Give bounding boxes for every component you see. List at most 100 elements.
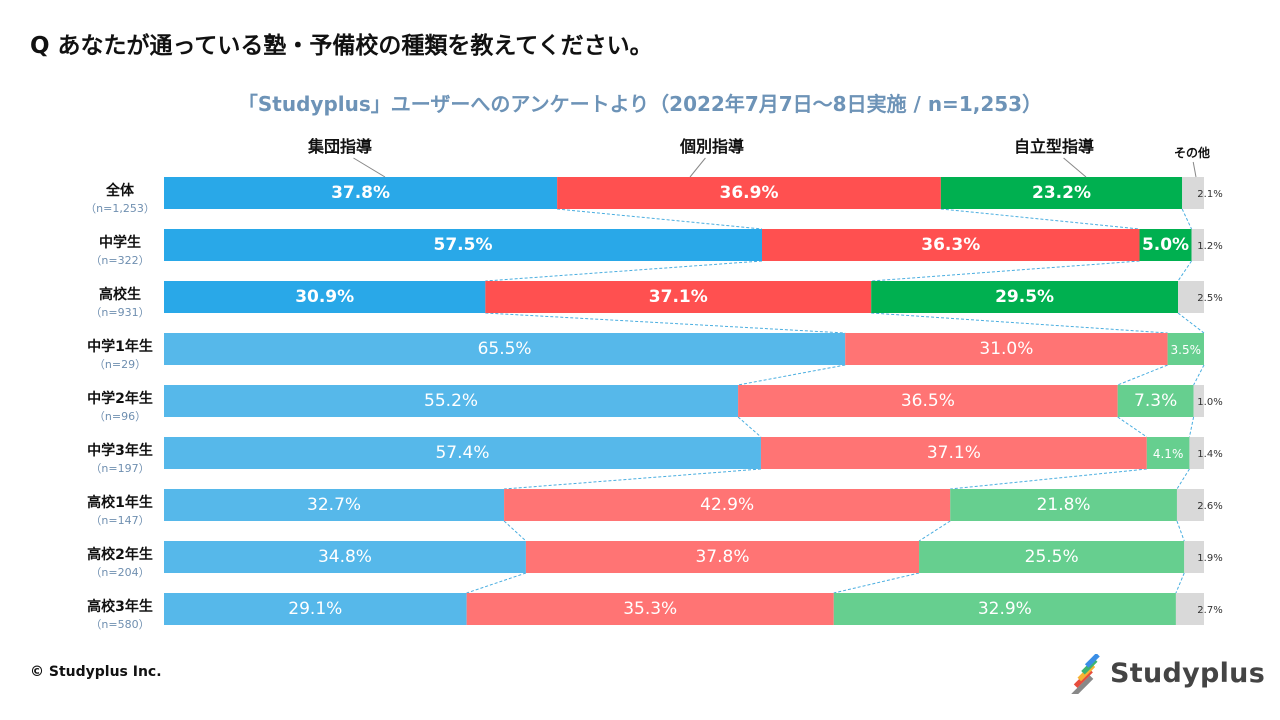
row-label: 中学1年生 — [87, 338, 153, 355]
data-label: 65.5% — [478, 339, 532, 359]
data-label: 1.2% — [1197, 241, 1222, 252]
data-label: 36.5% — [901, 391, 955, 411]
data-label: 36.9% — [720, 183, 779, 203]
connector-line — [940, 208, 1140, 230]
bar-segment — [738, 385, 1118, 417]
connector-line — [871, 260, 1140, 282]
bar-segment — [164, 229, 762, 261]
data-label: 42.9% — [700, 495, 754, 515]
bar-segment — [525, 541, 920, 573]
row-label: 高校生 — [99, 286, 141, 303]
data-label: 55.2% — [424, 391, 478, 411]
row-n: （n=197） — [90, 462, 149, 475]
row-label: 高校1年生 — [87, 494, 153, 511]
data-label: 34.8% — [318, 547, 372, 567]
connector-line — [871, 312, 1168, 334]
data-label: 37.1% — [649, 287, 708, 307]
row-n: （n=96） — [94, 410, 146, 423]
connector-line — [1177, 312, 1205, 334]
bar-segment — [1178, 281, 1204, 313]
bar-segment — [871, 281, 1178, 313]
data-label: 1.9% — [1197, 553, 1222, 564]
bar-segment — [164, 593, 467, 625]
bar-segment — [1167, 333, 1204, 365]
bar-segment — [504, 489, 951, 521]
bar-segment — [1191, 229, 1204, 261]
data-label: 23.2% — [1032, 183, 1091, 203]
question-title: Q あなたが通っている塾・予備校の種類を教えてください。 — [30, 33, 653, 59]
connector-line — [1176, 520, 1185, 542]
bar-segment — [485, 281, 872, 313]
connector-line — [1176, 468, 1190, 490]
data-label: 30.9% — [295, 287, 354, 307]
data-label: 2.5% — [1197, 293, 1222, 304]
bar-segment — [164, 541, 526, 573]
connector-line — [504, 468, 761, 490]
bar-segment — [164, 177, 558, 209]
row-n: （n=322） — [90, 254, 149, 267]
data-label: 37.8% — [695, 547, 749, 567]
data-label: 32.7% — [307, 495, 361, 515]
data-label: 36.3% — [921, 235, 980, 255]
bar-segment — [1146, 437, 1190, 469]
connector-line — [1177, 260, 1192, 282]
data-label: 37.1% — [927, 443, 981, 463]
bar-segment — [1117, 385, 1194, 417]
data-label: 4.1% — [1153, 447, 1184, 461]
bar-segment — [1189, 437, 1204, 469]
series-label: その他 — [1174, 145, 1210, 160]
bar-segment — [833, 593, 1176, 625]
bar-segment — [164, 489, 505, 521]
row-n: （n=29） — [94, 358, 146, 371]
row-n: （n=204） — [90, 566, 149, 579]
connector-line — [1117, 416, 1148, 438]
connector-line — [503, 520, 527, 542]
bar-segment — [164, 437, 761, 469]
series-leader-line — [1063, 157, 1087, 178]
data-label: 37.8% — [331, 183, 390, 203]
row-label: 中学生 — [99, 234, 141, 251]
bar-segment — [164, 281, 486, 313]
connector-line — [485, 260, 763, 282]
data-label: 7.3% — [1134, 391, 1177, 411]
bar-segment — [1182, 177, 1204, 209]
data-label: 57.5% — [434, 235, 493, 255]
connector-line — [466, 572, 527, 594]
connector-line — [950, 468, 1147, 490]
data-label: 29.1% — [288, 599, 342, 619]
connector-line — [918, 520, 951, 542]
series-leader-line — [1192, 161, 1197, 178]
bar-segment — [1175, 593, 1204, 625]
bar-segment — [164, 385, 739, 417]
logo-text: Studyplus — [1110, 658, 1266, 689]
data-label: 1.4% — [1197, 449, 1222, 460]
row-label: 全体 — [105, 182, 135, 199]
bar-segment — [919, 541, 1185, 573]
bar-segment — [164, 333, 846, 365]
row-n: （n=1,253） — [85, 202, 155, 215]
copyright: © Studyplus Inc. — [30, 664, 162, 680]
data-label: 5.0% — [1142, 235, 1189, 255]
data-label: 2.7% — [1197, 605, 1222, 616]
row-n: （n=931） — [90, 306, 149, 319]
data-label: 29.5% — [995, 287, 1054, 307]
connector-line — [1193, 364, 1205, 386]
connector-line — [485, 312, 846, 334]
data-label: 3.5% — [1171, 343, 1202, 357]
row-n: （n=147） — [90, 514, 149, 527]
series-label: 集団指導 — [307, 137, 372, 156]
bar-segment — [1193, 385, 1204, 417]
connector-line — [1181, 208, 1192, 230]
bar-segment — [760, 437, 1147, 469]
connector-line — [1175, 572, 1185, 594]
bar-segment — [1139, 229, 1192, 261]
row-label: 中学2年生 — [87, 390, 153, 407]
row-label: 高校2年生 — [87, 546, 153, 563]
connector-line — [833, 572, 920, 594]
connector-line — [737, 416, 762, 438]
chart-subtitle: 「Studyplus」ユーザーへのアンケートより（2022年7月7日〜8日実施 … — [237, 92, 1043, 116]
series-leader-line — [353, 157, 386, 178]
data-label: 21.8% — [1037, 495, 1091, 515]
bar-segment — [557, 177, 941, 209]
